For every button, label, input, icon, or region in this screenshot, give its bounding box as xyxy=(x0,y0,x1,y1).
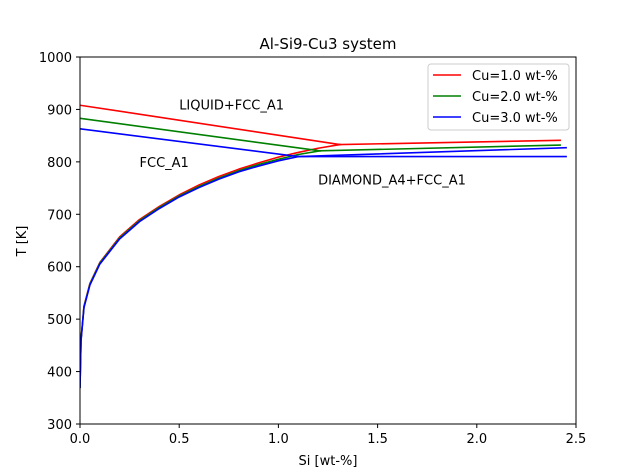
y-tick-label: 800 xyxy=(47,156,72,171)
y-tick-label: 900 xyxy=(47,103,72,118)
chart-title: Al-Si9-Cu3 system xyxy=(259,35,396,53)
phase-region-label: LIQUID+FCC_A1 xyxy=(179,98,284,113)
y-tick-label: 500 xyxy=(47,313,72,328)
plot-area: LIQUID+FCC_A1 FCC_A1 DIAMOND_A4+FCC_A1 xyxy=(80,98,567,389)
series-line-2-segment-1 xyxy=(80,117,321,152)
legend-entry-label: Cu=2.0 wt-% xyxy=(472,90,558,105)
axes: 0.0 0.5 1.0 1.5 2.0 2.5 300 400 500 600 700 800 900 1… xyxy=(39,51,586,447)
y-tick-label: 300 xyxy=(47,418,72,433)
legend-box xyxy=(427,63,570,131)
x-tick-label: 0.5 xyxy=(169,432,190,447)
x-tick-label: 0.0 xyxy=(70,432,91,447)
x-tick-label: 2.5 xyxy=(566,432,587,447)
legend-entry-label: Cu=3.0 wt-% xyxy=(472,111,558,126)
series-line-1-segment-2 xyxy=(339,139,561,146)
series-line-3-segment-1 xyxy=(80,128,300,158)
legend-entry-label: Cu=1.0 wt-% xyxy=(472,69,558,84)
y-tick-label: 700 xyxy=(47,208,72,223)
series-line-3-segment-4 xyxy=(80,155,300,389)
series-line-3-segment-3 xyxy=(297,146,567,158)
y-tick-label: 1000 xyxy=(39,51,72,66)
x-axis-label: Si [wt-%] xyxy=(299,454,358,469)
y-tick-label: 600 xyxy=(47,261,72,276)
series-line-2-segment-2 xyxy=(319,144,561,152)
x-tick-label: 1.5 xyxy=(367,432,388,447)
series-line-1-segment-1 xyxy=(80,104,341,146)
x-tick-label: 2.0 xyxy=(466,432,487,447)
phase-region-label: FCC_A1 xyxy=(140,156,189,171)
axes-frame xyxy=(79,56,577,425)
y-tick-label: 400 xyxy=(47,366,72,381)
y-axis-label: T [K] xyxy=(15,226,30,258)
legend: Cu=1.0 wt-% Cu=2.0 wt-% Cu=3.0 wt-% xyxy=(427,63,570,131)
phase-region-label: DIAMOND_A4+FCC_A1 xyxy=(318,173,466,188)
x-tick-label: 1.0 xyxy=(268,432,289,447)
